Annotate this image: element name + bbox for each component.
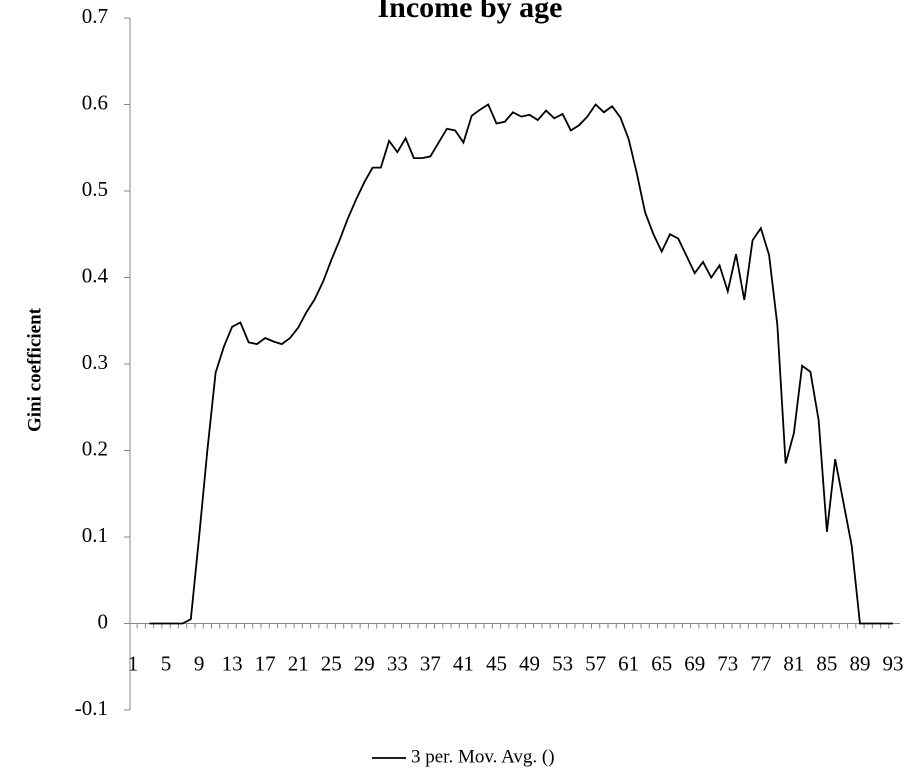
y-tick-label: 0.1 [82, 523, 108, 547]
x-tick-label: 5 [161, 651, 172, 675]
x-tick-label: 49 [519, 651, 540, 675]
x-tick-label: 89 [849, 651, 870, 675]
x-tick-label: 77 [750, 651, 771, 675]
x-tick-label: 25 [321, 651, 342, 675]
y-tick-label: -0.1 [75, 696, 108, 720]
chart-title: Income by age [378, 0, 563, 24]
x-tick-label: 33 [387, 651, 408, 675]
y-tick-label: 0.6 [82, 90, 108, 114]
x-tick-label: 29 [354, 651, 375, 675]
y-tick-label: 0.5 [82, 177, 108, 201]
x-tick-label: 73 [717, 651, 738, 675]
x-tick-label: 85 [816, 651, 837, 675]
x-tick-label: 37 [420, 651, 441, 675]
legend-label: 3 per. Mov. Avg. () [411, 746, 555, 767]
y-tick-label: 0 [98, 609, 109, 633]
x-tick-label: 69 [684, 651, 705, 675]
x-tick-label: 41 [453, 651, 474, 675]
y-tick-label: 0.4 [82, 263, 109, 287]
x-tick-label: 13 [222, 651, 243, 675]
x-tick-label: 93 [883, 651, 904, 675]
x-tick-label: 17 [255, 651, 276, 675]
y-tick-label: 0.3 [82, 350, 108, 374]
x-tick-label: 65 [651, 651, 672, 675]
y-axis-label: Gini coefficient [24, 307, 45, 432]
y-tick-label: 0.7 [82, 4, 108, 28]
x-tick-label: 53 [552, 651, 573, 675]
x-tick-label: 61 [618, 651, 639, 675]
y-tick-label: 0.2 [82, 436, 108, 460]
data-line [149, 103, 893, 625]
x-tick-label: 1 [128, 651, 139, 675]
x-tick-label: 21 [288, 651, 309, 675]
x-tick-label: 81 [783, 651, 804, 675]
x-tick-label: 57 [585, 651, 606, 675]
x-tick-label: 45 [486, 651, 507, 675]
x-tick-label: 9 [194, 651, 205, 675]
